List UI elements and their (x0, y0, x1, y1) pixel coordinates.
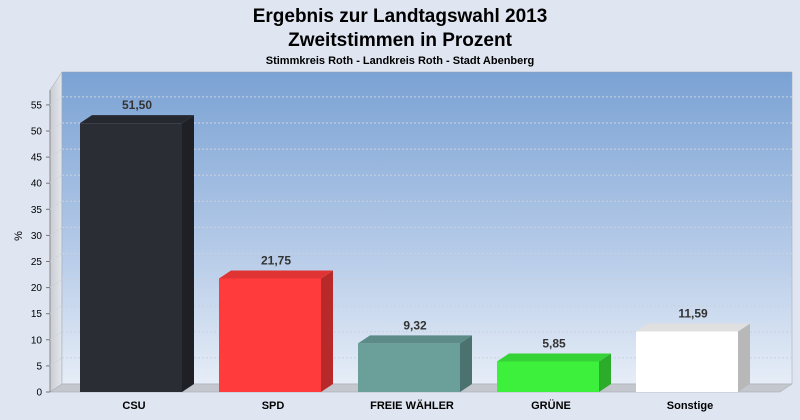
y-tick-label: 55 (31, 100, 43, 111)
grid-line (49, 174, 63, 184)
category-label: SPD (262, 400, 285, 412)
chart-title: Ergebnis zur Landtagswahl 2013 (253, 6, 548, 27)
bar (358, 335, 472, 392)
category-label: Sonstige (667, 400, 713, 412)
bar-top (358, 335, 472, 344)
plot-side-wall (49, 71, 63, 393)
y-axis-label: % (13, 231, 25, 241)
grid-line (49, 96, 63, 106)
y-tick-label: 50 (31, 127, 43, 138)
bar-value-label: 11,59 (678, 307, 708, 321)
bar-value-label: 9,32 (403, 318, 427, 332)
bar-top (219, 270, 333, 279)
grid-line (49, 148, 63, 158)
chart-subtitle: Stimmkreis Roth - Landkreis Roth - Stadt… (266, 55, 535, 67)
chart-title-line2: Zweitstimmen in Prozent (288, 30, 512, 51)
bar-top (80, 115, 194, 124)
bar-top (636, 323, 750, 332)
y-tick-label: 20 (31, 283, 43, 294)
y-tick-label: 35 (31, 205, 43, 216)
y-tick-label: 15 (31, 309, 43, 320)
bar-front (219, 278, 321, 392)
grid-line (49, 122, 63, 132)
bar (80, 115, 194, 393)
bar-side (182, 115, 194, 393)
y-tick-label: 10 (31, 335, 43, 346)
bar (636, 323, 750, 392)
bar-side (321, 270, 333, 392)
grid-line (49, 331, 63, 341)
grid-line (49, 279, 63, 289)
bar (219, 270, 333, 392)
bar-top (497, 353, 611, 362)
bar-side (599, 353, 611, 392)
category-label: CSU (122, 400, 145, 412)
bars: 51,50 21,75 9,32 5,85 11,59 (80, 98, 750, 393)
category-label: FREIE WÄHLER (370, 399, 454, 412)
bar-side (738, 323, 750, 392)
bar-front (80, 123, 182, 393)
bar (497, 353, 611, 392)
category-label: GRÜNE (531, 399, 571, 412)
bar-value-label: 21,75 (261, 253, 291, 267)
bar-front (497, 361, 599, 392)
y-tick-label: 40 (31, 179, 43, 190)
bar-side (460, 335, 472, 392)
y-tick-label: 45 (31, 153, 43, 164)
grid-line (49, 253, 63, 262)
y-tick-labels: 0 5 10 15 20 25 30 35 40 45 50 55 (31, 100, 50, 399)
y-tick-label: 5 (36, 361, 42, 372)
bar-front (636, 331, 738, 392)
bar-value-label: 51,50 (122, 98, 152, 112)
y-tick-label: 0 (36, 388, 42, 399)
grid-line (49, 226, 63, 236)
grid-line (49, 305, 63, 315)
grid-line (49, 200, 63, 210)
y-tick-label: 25 (31, 257, 43, 268)
y-tick-label: 30 (31, 231, 43, 242)
grid-line (49, 357, 63, 367)
category-labels: CSU SPD FREIE WÄHLER GRÜNE Sonstige (122, 399, 713, 412)
bar-front (358, 343, 460, 392)
bar-value-label: 5,85 (542, 336, 566, 350)
